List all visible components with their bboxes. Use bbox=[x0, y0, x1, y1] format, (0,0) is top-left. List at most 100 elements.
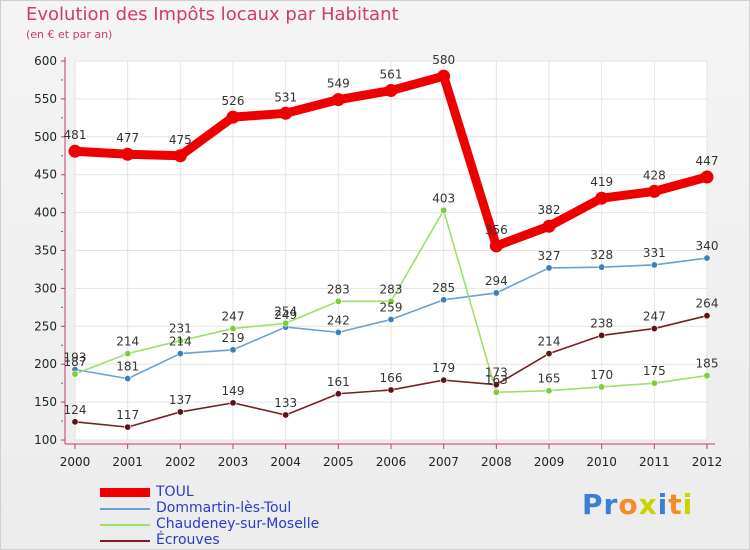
data-point bbox=[387, 315, 395, 323]
data-label: 214 bbox=[169, 335, 192, 349]
legend-swatch bbox=[100, 540, 150, 542]
data-point bbox=[384, 84, 398, 98]
data-point bbox=[598, 331, 606, 339]
data-label: 447 bbox=[696, 154, 719, 168]
data-label: 477 bbox=[116, 131, 139, 145]
data-label: 481 bbox=[64, 128, 87, 142]
data-label: 242 bbox=[327, 313, 350, 327]
data-point bbox=[229, 346, 237, 354]
data-label: 254 bbox=[274, 304, 297, 318]
data-point bbox=[68, 144, 82, 158]
legend-label: TOUL bbox=[156, 484, 194, 500]
data-label: 328 bbox=[590, 248, 613, 262]
data-label: 149 bbox=[222, 384, 245, 398]
data-label: 327 bbox=[538, 249, 561, 263]
x-tick-label: 2004 bbox=[270, 455, 301, 469]
data-point bbox=[121, 147, 135, 161]
data-label: 331 bbox=[643, 246, 666, 260]
data-point bbox=[489, 239, 503, 253]
data-label: 249 bbox=[274, 308, 297, 322]
logo-letter: x bbox=[638, 488, 658, 521]
data-point bbox=[124, 375, 132, 383]
data-point bbox=[703, 312, 711, 320]
data-point bbox=[545, 264, 553, 272]
data-label: 137 bbox=[169, 393, 192, 407]
data-label: 549 bbox=[327, 77, 350, 91]
data-point bbox=[176, 350, 184, 358]
data-label: 117 bbox=[116, 408, 139, 422]
x-tick-label: 2003 bbox=[218, 455, 249, 469]
data-label: 283 bbox=[327, 282, 350, 296]
data-point bbox=[650, 261, 658, 269]
data-label: 403 bbox=[432, 191, 455, 205]
data-label: 124 bbox=[64, 403, 87, 417]
data-point bbox=[703, 372, 711, 380]
data-label: 247 bbox=[222, 310, 245, 324]
legend-swatch bbox=[100, 488, 150, 497]
y-tick-label: 550 bbox=[34, 92, 57, 106]
proxiti-logo: Proxiti bbox=[582, 488, 693, 521]
data-label: 475 bbox=[169, 133, 192, 147]
data-point bbox=[492, 388, 500, 396]
data-label: 179 bbox=[432, 361, 455, 375]
data-label: 173 bbox=[485, 366, 508, 380]
data-label: 219 bbox=[222, 331, 245, 345]
data-point bbox=[229, 399, 237, 407]
y-tick-label: 150 bbox=[34, 395, 57, 409]
chart-subtitle: (en € et par an) bbox=[26, 28, 113, 41]
data-point bbox=[226, 110, 240, 124]
y-tick-label: 200 bbox=[34, 357, 57, 371]
data-label: 247 bbox=[643, 310, 666, 324]
chart-title: Evolution des Impôts locaux par Habitant bbox=[26, 4, 399, 25]
data-label: 185 bbox=[696, 357, 719, 371]
data-label: 165 bbox=[538, 372, 561, 386]
data-label: 285 bbox=[432, 281, 455, 295]
data-point bbox=[71, 370, 79, 378]
y-tick-label: 350 bbox=[34, 244, 57, 258]
data-label: 419 bbox=[590, 175, 613, 189]
data-point bbox=[282, 319, 290, 327]
data-point bbox=[387, 297, 395, 305]
data-point bbox=[598, 383, 606, 391]
y-tick-label: 300 bbox=[34, 281, 57, 295]
data-point bbox=[647, 184, 661, 198]
legend-item: TOUL bbox=[100, 484, 360, 500]
y-tick-label: 500 bbox=[34, 130, 57, 144]
x-tick-label: 2011 bbox=[639, 455, 670, 469]
logo-letter: i bbox=[682, 488, 694, 521]
y-tick-label: 100 bbox=[34, 433, 57, 447]
data-label: 580 bbox=[432, 53, 455, 67]
data-point bbox=[124, 350, 132, 358]
data-point bbox=[331, 93, 345, 107]
data-label: 231 bbox=[169, 322, 192, 336]
data-label: 161 bbox=[327, 375, 350, 389]
data-label: 166 bbox=[380, 371, 403, 385]
legend-item: Dommartin-lès-Toul bbox=[100, 500, 360, 516]
data-point bbox=[700, 170, 714, 184]
data-point bbox=[279, 106, 293, 120]
x-tick-label: 2009 bbox=[534, 455, 565, 469]
y-tick-label: 600 bbox=[34, 54, 57, 68]
legend-swatch bbox=[100, 524, 150, 526]
data-point bbox=[334, 390, 342, 398]
data-point bbox=[440, 296, 448, 304]
data-point bbox=[703, 254, 711, 262]
data-label: 170 bbox=[590, 368, 613, 382]
chart-legend: TOUL Dommartin-lès-Toul Chaudeney-sur-Mose… bbox=[100, 484, 360, 548]
logo-letter: i bbox=[657, 488, 669, 521]
x-tick-label: 2005 bbox=[323, 455, 354, 469]
data-point bbox=[176, 408, 184, 416]
legend-item: Écrouves bbox=[100, 532, 360, 548]
data-label: 561 bbox=[380, 68, 403, 82]
y-tick-label: 400 bbox=[34, 206, 57, 220]
data-label: 531 bbox=[274, 90, 297, 104]
x-tick-label: 2007 bbox=[428, 455, 459, 469]
data-point bbox=[650, 325, 658, 333]
x-tick-label: 2002 bbox=[165, 455, 196, 469]
data-point bbox=[124, 423, 132, 431]
data-label: 526 bbox=[222, 94, 245, 108]
data-point bbox=[542, 219, 556, 233]
data-label: 214 bbox=[538, 335, 561, 349]
data-label: 187 bbox=[64, 355, 87, 369]
logo-letter: t bbox=[668, 488, 683, 521]
